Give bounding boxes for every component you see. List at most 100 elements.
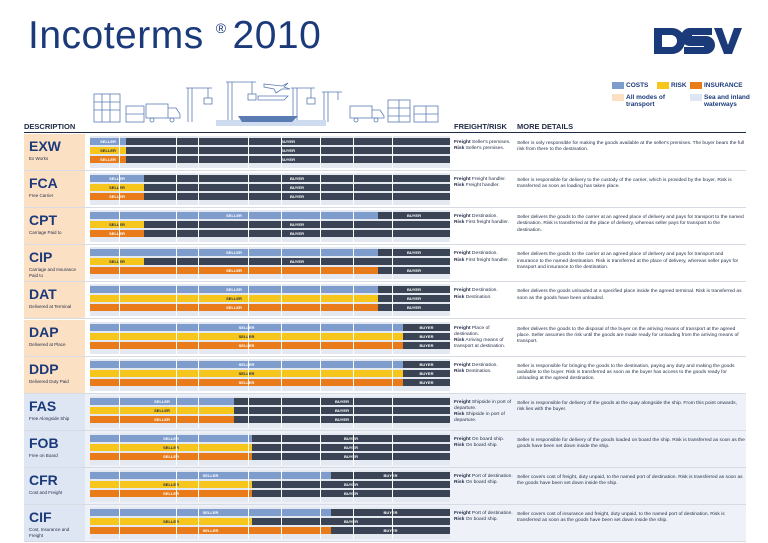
legend-sea-swatch: [690, 94, 702, 101]
freight-risk-text: Freight Shipside in port of departure. Ri…: [454, 400, 514, 425]
stage-divider: [198, 358, 199, 391]
insurance-buyer-bar: BUYER: [378, 304, 450, 312]
term-label-box: FCA Free Carrier: [24, 171, 85, 208]
stage-divider: [392, 210, 393, 243]
insurance-seller-bar: SELLER: [90, 415, 234, 423]
freight-risk-value: Seller's premises.: [470, 140, 511, 145]
term-code: FCA: [29, 175, 58, 192]
stage-divider: [119, 173, 120, 206]
stage-divider: [119, 136, 120, 169]
stage-divider: [320, 321, 321, 354]
freight-risk-value: Port of destination.: [470, 511, 513, 516]
freight-risk-line: Risk First freight handler.: [454, 220, 514, 226]
freight-risk-line: Freight On board ship.: [454, 437, 514, 443]
stage-divider: [176, 432, 177, 465]
freight-risk-line: Risk On board ship.: [454, 443, 514, 449]
freight-risk-key: Risk: [454, 337, 465, 343]
freight-risk-value: On board ship.: [464, 517, 498, 523]
freight-risk-value: First freight handler.: [464, 257, 509, 263]
freight-risk-key: Risk: [454, 517, 465, 523]
freight-risk-value: Destination.: [464, 368, 492, 374]
freight-risk-text: Freight On board ship. Risk On board ship…: [454, 437, 514, 449]
incoterm-row-exw: EXW Ex Works SELLER BUYER SELLER BUYER SELLER B…: [24, 134, 746, 172]
incoterm-row-dap: DAP Delivered at Place SELLER BUYER SELLER BU…: [24, 319, 746, 357]
stage-divider: [248, 469, 249, 502]
stage-divider: [176, 247, 177, 280]
insurance-buyer-bar: BUYER: [144, 230, 450, 238]
stage-divider: [392, 247, 393, 280]
risk-buyer-bar: BUYER: [252, 443, 450, 451]
insurance-buyer-bar: BUYER: [252, 489, 450, 497]
freight-risk-value: Destination.: [464, 294, 492, 300]
freight-risk-line: Freight Place of destination.: [454, 326, 514, 338]
stage-divider: [248, 432, 249, 465]
stage-divider: [392, 284, 393, 317]
stage-divider: [353, 247, 354, 280]
term-full-name: Delivered at Place: [29, 341, 66, 347]
stage-divider: [281, 247, 282, 280]
column-freight-risk: FREIGHT/RISK: [454, 122, 507, 131]
stage-divider: [320, 507, 321, 540]
stage-divider: [392, 321, 393, 354]
freight-risk-line: Risk Freight handler.: [454, 183, 514, 189]
stage-divider: [248, 507, 249, 540]
insurance-seller-bar: SELLER: [90, 193, 144, 201]
insurance-seller-bar: SELLER: [90, 341, 403, 349]
stage-divider: [392, 395, 393, 428]
risk-buyer-bar: BUYER: [234, 406, 450, 414]
term-code: FOB: [29, 434, 59, 451]
term-full-name: Cost, Insurance and Freight: [29, 527, 70, 538]
stage-divider: [176, 358, 177, 391]
stage-divider: [248, 284, 249, 317]
freight-risk-line: Freight Port of destination.: [454, 474, 514, 480]
incoterm-row-cfr: CFR Cost and Freight SELLER BUYER SELLER BUYE…: [24, 467, 746, 505]
risk-buyer-bar: BUYER: [144, 258, 450, 266]
stage-divider: [392, 358, 393, 391]
insurance-seller-bar: SELLER: [90, 230, 144, 238]
header-divider: [24, 132, 746, 133]
freight-risk-value: Destination.: [470, 251, 498, 257]
stage-divider: [281, 173, 282, 206]
legend-all-modes-swatch: [612, 94, 624, 101]
stage-divider: [119, 321, 120, 354]
term-full-name: Free Carrier: [29, 193, 54, 199]
insurance-seller-bar: SELLER: [90, 489, 252, 497]
risk-buyer-bar: BUYER: [252, 480, 450, 488]
stage-divider: [281, 321, 282, 354]
stage-divider: [353, 507, 354, 540]
stage-divider: [392, 173, 393, 206]
stage-divider: [198, 469, 199, 502]
stage-divider: [176, 395, 177, 428]
term-details: Seller is responsible for bringing the g…: [517, 363, 735, 381]
term-details: Seller covers cost of insurance and frei…: [517, 512, 725, 524]
stage-divider: [320, 136, 321, 169]
freight-risk-key: Freight: [454, 473, 471, 479]
term-code: DAP: [29, 323, 59, 340]
freight-risk-key: Risk: [454, 294, 465, 300]
freight-risk-line: Freight Destination.: [454, 363, 514, 369]
term-label-box: CFR Cost and Freight: [24, 467, 85, 504]
term-label-box: FAS Free Alongside Ship: [24, 393, 85, 430]
stage-divider: [353, 432, 354, 465]
insurance-seller-bar: SELLER: [90, 527, 331, 534]
freight-risk-value: Seller's premises.: [464, 146, 505, 152]
term-full-name: Carriage and Insurance Paid to: [29, 267, 77, 279]
stage-divider: [119, 210, 120, 243]
risk-seller-bar: SELLER: [90, 443, 252, 451]
term-full-name: Ex Works: [29, 156, 49, 161]
cost-seller-bar: SELLER: [90, 434, 252, 442]
risk-buyer-bar: BUYER: [144, 184, 450, 192]
legend: COSTS RISK INSURANCE All modes of transp…: [612, 80, 762, 116]
freight-risk-value: Shipside in port of departure.: [454, 412, 505, 424]
freight-risk-text: Freight Destination. Risk First freight h…: [454, 251, 514, 263]
stage-divider: [119, 395, 120, 428]
cost-seller-bar: SELLER: [90, 286, 378, 294]
stage-divider: [119, 507, 120, 540]
risk-seller-bar: SELLER: [90, 332, 403, 340]
freight-risk-key: Risk: [454, 443, 465, 448]
term-full-name: Free Alongside Ship: [29, 415, 70, 421]
stage-divider: [353, 173, 354, 206]
stage-divider: [320, 210, 321, 243]
stage-divider: [248, 395, 249, 428]
cost-buyer-bar: BUYER: [378, 249, 450, 257]
